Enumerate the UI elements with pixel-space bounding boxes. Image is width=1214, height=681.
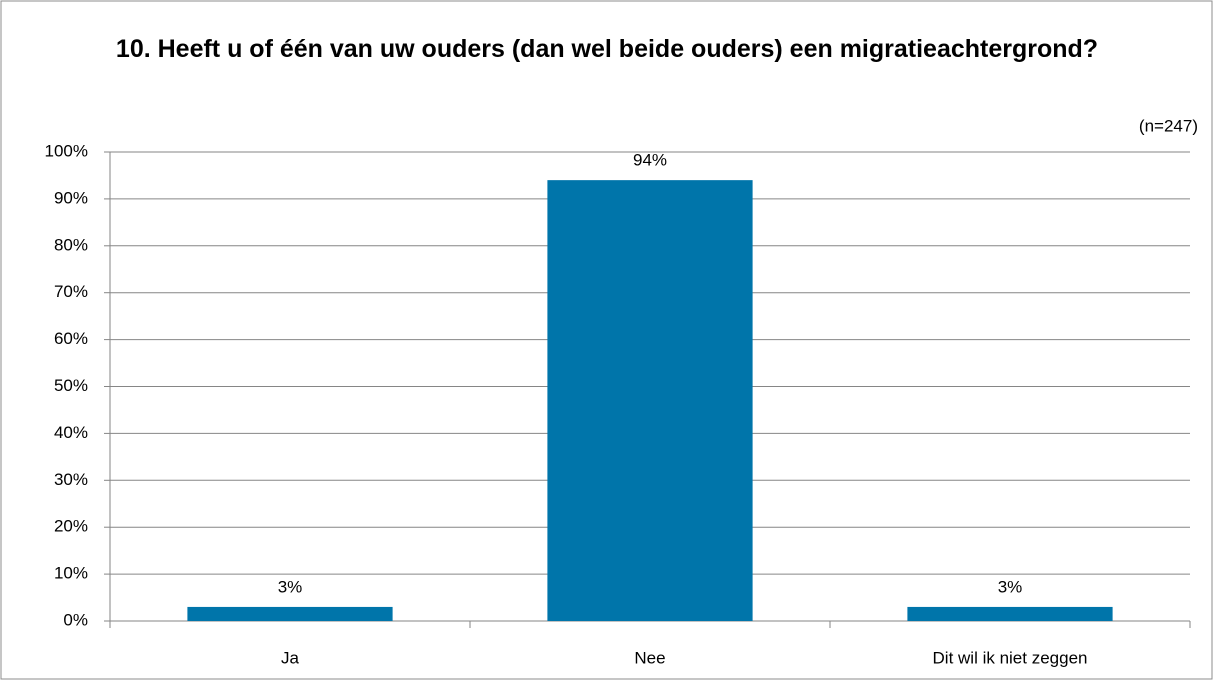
x-tick-label: Nee	[634, 648, 665, 667]
y-tick-label: 30%	[54, 470, 88, 489]
data-label: 3%	[278, 577, 303, 596]
y-tick-label: 90%	[54, 188, 88, 207]
x-tick-label: Ja	[281, 648, 300, 667]
bar	[907, 606, 1113, 621]
y-tick-label: 10%	[54, 564, 88, 583]
y-tick-label: 60%	[54, 329, 88, 348]
y-tick-label: 70%	[54, 282, 88, 301]
y-tick-label: 40%	[54, 423, 88, 442]
x-tick-label: Dit wil ik niet zeggen	[933, 648, 1088, 667]
y-tick-label: 20%	[54, 517, 88, 536]
data-label: 94%	[633, 151, 667, 170]
data-label: 3%	[998, 577, 1023, 596]
y-tick-label: 100%	[45, 141, 88, 160]
y-tick-label: 80%	[54, 235, 88, 254]
chart-subtitle: (n=247)	[1139, 116, 1198, 135]
y-tick-label: 0%	[63, 610, 88, 629]
y-tick-label: 50%	[54, 376, 88, 395]
bar	[187, 606, 393, 621]
chart-title: 10. Heeft u of één van uw ouders (dan we…	[115, 35, 1099, 63]
bar	[547, 180, 753, 621]
